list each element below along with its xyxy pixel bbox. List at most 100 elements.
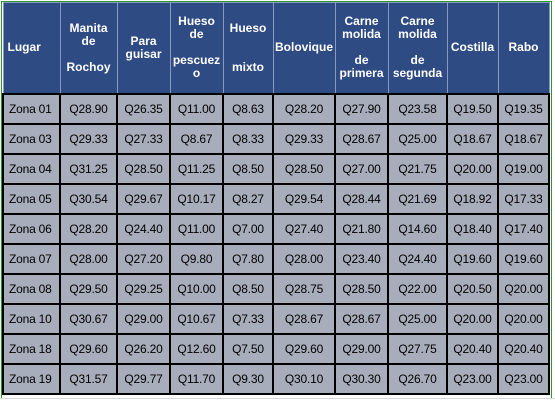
price-cell[interactable]: Q21.75	[387, 152, 448, 185]
price-cell[interactable]: Q28.00	[59, 242, 118, 275]
price-cell[interactable]: Q23.40	[334, 242, 389, 275]
price-cell[interactable]: Q29.25	[116, 272, 171, 305]
price-cell[interactable]: Q17.40	[497, 212, 550, 245]
price-cell[interactable]: Q10.67	[169, 302, 224, 335]
price-cell[interactable]: Q8.33	[222, 122, 274, 155]
price-cell[interactable]: Q27.90	[334, 92, 389, 125]
zone-cell[interactable]: Zona 07	[2, 242, 61, 275]
price-cell[interactable]: Q28.67	[334, 122, 389, 155]
price-cell[interactable]: Q20.40	[497, 332, 550, 365]
price-cell[interactable]: Q17.33	[497, 182, 550, 215]
price-cell[interactable]: Q11.00	[169, 92, 224, 125]
price-cell[interactable]: Q27.00	[334, 152, 389, 185]
price-cell[interactable]: Q29.00	[116, 302, 171, 335]
price-cell[interactable]: Q25.00	[387, 302, 448, 335]
price-cell[interactable]: Q29.54	[272, 182, 336, 215]
price-cell[interactable]: Q29.33	[59, 122, 118, 155]
price-cell[interactable]: Q27.75	[387, 332, 448, 365]
price-cell[interactable]: Q14.60	[387, 212, 448, 245]
price-cell[interactable]: Q21.80	[334, 212, 389, 245]
column-header[interactable]: Lugar	[2, 2, 61, 94]
price-cell[interactable]: Q29.00	[334, 332, 389, 365]
price-cell[interactable]: Q26.70	[387, 362, 448, 395]
column-header[interactable]: Manita de Rochoy	[59, 2, 118, 94]
zone-cell[interactable]: Zona 03	[2, 122, 61, 155]
price-cell[interactable]: Q19.35	[497, 92, 550, 125]
price-cell[interactable]: Q27.33	[116, 122, 171, 155]
price-cell[interactable]: Q12.60	[169, 332, 224, 365]
price-cell[interactable]: Q22.00	[387, 272, 448, 305]
price-cell[interactable]: Q25.00	[387, 122, 448, 155]
price-cell[interactable]: Q20.40	[446, 332, 499, 365]
price-cell[interactable]: Q29.67	[116, 182, 171, 215]
zone-cell[interactable]: Zona 19	[2, 362, 61, 395]
zone-cell[interactable]: Zona 18	[2, 332, 61, 365]
price-cell[interactable]: Q20.00	[446, 302, 499, 335]
price-cell[interactable]: Q9.30	[222, 362, 274, 395]
price-cell[interactable]: Q23.00	[446, 362, 499, 395]
price-cell[interactable]: Q28.00	[272, 242, 336, 275]
price-cell[interactable]: Q27.20	[116, 242, 171, 275]
price-cell[interactable]: Q11.00	[169, 212, 224, 245]
price-cell[interactable]: Q7.00	[222, 212, 274, 245]
price-cell[interactable]: Q10.17	[169, 182, 224, 215]
price-cell[interactable]: Q9.80	[169, 242, 224, 275]
price-cell[interactable]: Q18.67	[446, 122, 499, 155]
price-cell[interactable]: Q27.40	[272, 212, 336, 245]
column-header[interactable]: Carne molida de segunda	[387, 2, 448, 94]
price-cell[interactable]: Q8.27	[222, 182, 274, 215]
column-header[interactable]: Hueso mixto	[222, 2, 274, 94]
zone-cell[interactable]: Zona 10	[2, 302, 61, 335]
price-cell[interactable]: Q7.50	[222, 332, 274, 365]
price-cell[interactable]: Q29.77	[116, 362, 171, 395]
zone-cell[interactable]: Zona 06	[2, 212, 61, 245]
price-cell[interactable]: Q30.30	[334, 362, 389, 395]
price-cell[interactable]: Q19.60	[497, 242, 550, 275]
column-header[interactable]: Costilla	[446, 2, 499, 94]
price-cell[interactable]: Q31.57	[59, 362, 118, 395]
price-cell[interactable]: Q28.20	[59, 212, 118, 245]
zone-cell[interactable]: Zona 08	[2, 272, 61, 305]
price-cell[interactable]: Q8.50	[222, 152, 274, 185]
price-cell[interactable]: Q18.40	[446, 212, 499, 245]
price-cell[interactable]: Q20.00	[497, 302, 550, 335]
price-cell[interactable]: Q8.50	[222, 272, 274, 305]
price-cell[interactable]: Q20.00	[497, 272, 550, 305]
column-header[interactable]: Bolovique	[272, 2, 336, 94]
price-cell[interactable]: Q29.60	[272, 332, 336, 365]
price-cell[interactable]: Q19.00	[497, 152, 550, 185]
price-cell[interactable]: Q29.50	[59, 272, 118, 305]
price-cell[interactable]: Q28.90	[59, 92, 118, 125]
price-cell[interactable]: Q28.50	[272, 152, 336, 185]
price-cell[interactable]: Q28.67	[272, 302, 336, 335]
price-cell[interactable]: Q24.40	[116, 212, 171, 245]
price-cell[interactable]: Q7.33	[222, 302, 274, 335]
price-cell[interactable]: Q23.00	[497, 362, 550, 395]
column-header[interactable]: Carne molida de primera	[334, 2, 389, 94]
column-header[interactable]: Rabo	[497, 2, 550, 94]
column-header[interactable]: Hueso de pescuez o	[169, 2, 224, 94]
price-cell[interactable]: Q11.70	[169, 362, 224, 395]
price-cell[interactable]: Q7.80	[222, 242, 274, 275]
price-cell[interactable]: Q31.25	[59, 152, 118, 185]
price-cell[interactable]: Q28.50	[116, 152, 171, 185]
price-cell[interactable]: Q30.54	[59, 182, 118, 215]
price-cell[interactable]: Q30.10	[272, 362, 336, 395]
price-cell[interactable]: Q19.50	[446, 92, 499, 125]
price-cell[interactable]: Q30.67	[59, 302, 118, 335]
price-cell[interactable]: Q28.50	[334, 272, 389, 305]
price-cell[interactable]: Q19.60	[446, 242, 499, 275]
price-cell[interactable]: Q26.20	[116, 332, 171, 365]
zone-cell[interactable]: Zona 04	[2, 152, 61, 185]
price-cell[interactable]: Q23.58	[387, 92, 448, 125]
price-cell[interactable]: Q29.33	[272, 122, 336, 155]
price-cell[interactable]: Q11.25	[169, 152, 224, 185]
price-cell[interactable]: Q29.60	[59, 332, 118, 365]
price-cell[interactable]: Q28.75	[272, 272, 336, 305]
price-cell[interactable]: Q26.35	[116, 92, 171, 125]
price-cell[interactable]: Q28.67	[334, 302, 389, 335]
zone-cell[interactable]: Zona 01	[2, 92, 61, 125]
price-cell[interactable]: Q20.00	[446, 152, 499, 185]
price-cell[interactable]: Q28.20	[272, 92, 336, 125]
price-cell[interactable]: Q10.00	[169, 272, 224, 305]
